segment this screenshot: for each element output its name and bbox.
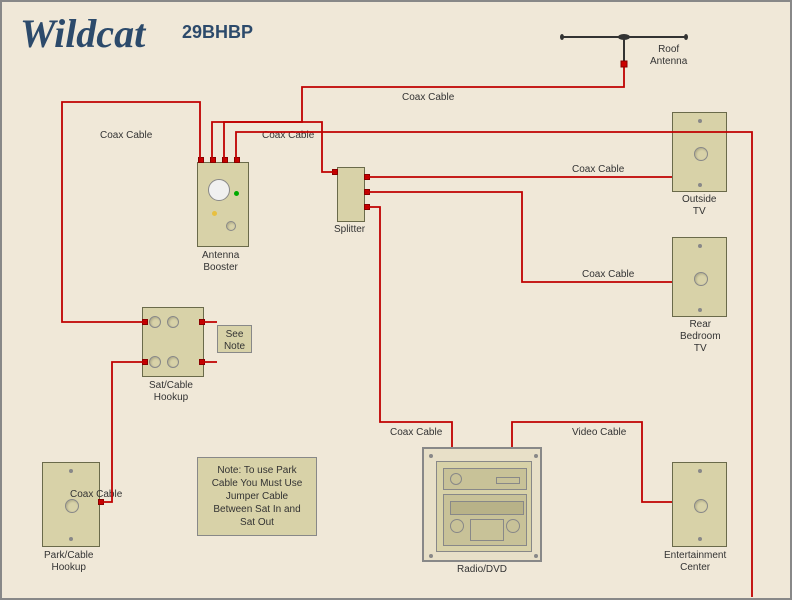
rear-bedroom-tv-box: [672, 237, 727, 317]
splitter-out3: [364, 204, 370, 210]
sat-cable-label: Sat/Cable Hookup: [149, 380, 193, 404]
outside-tv-box: [672, 112, 727, 192]
booster-c2: [210, 157, 216, 163]
splitter-in: [332, 169, 338, 175]
logo-text: Wildcat: [20, 10, 145, 57]
roof-antenna-label: Roof Antenna: [650, 44, 687, 68]
ent-center-label: Entertainment Center: [664, 550, 726, 574]
cable-label-left: Coax Cable: [100, 130, 152, 141]
booster-c3: [222, 157, 228, 163]
cable-label-radio: Coax Cable: [390, 427, 442, 438]
splitter-out1: [364, 174, 370, 180]
sat-right-bot: [199, 359, 205, 365]
note-box: Note: To use Park Cable You Must Use Jum…: [197, 457, 317, 536]
cable-label-video: Video Cable: [572, 427, 626, 438]
splitter-box: [337, 167, 365, 222]
sat-cable-box: [142, 307, 204, 377]
antenna-booster-label: Antenna Booster: [202, 250, 239, 274]
park-cable-label: Park/Cable Hookup: [44, 550, 93, 574]
rear-bedroom-tv-label: Rear Bedroom TV: [680, 319, 721, 355]
sat-right-top: [199, 319, 205, 325]
outside-tv-label: Outside TV: [682, 194, 716, 218]
see-note-box: See Note: [217, 325, 252, 353]
booster-c4: [234, 157, 240, 163]
sat-left-bot: [142, 359, 148, 365]
cable-label-rbtv: Coax Cable: [582, 269, 634, 280]
radio-dvd-box: [422, 447, 542, 562]
cable-label-boost: Coax Cable: [262, 130, 314, 141]
ent-center-box: [672, 462, 727, 547]
booster-c1: [198, 157, 204, 163]
splitter-label: Splitter: [334, 224, 365, 236]
cable-label-otv: Coax Cable: [572, 164, 624, 175]
cable-label-top: Coax Cable: [402, 92, 454, 103]
sat-left-top: [142, 319, 148, 325]
park-cable-box: [42, 462, 100, 547]
splitter-out2: [364, 189, 370, 195]
model-text: 29BHBP: [182, 22, 253, 43]
diagram-canvas: Wildcat 29BHBP Roof Antenna Outside TV R…: [0, 0, 792, 600]
antenna-booster-box: [197, 162, 249, 247]
cable-label-park: Coax Cable: [70, 489, 122, 500]
radio-dvd-label: Radio/DVD: [457, 564, 507, 576]
